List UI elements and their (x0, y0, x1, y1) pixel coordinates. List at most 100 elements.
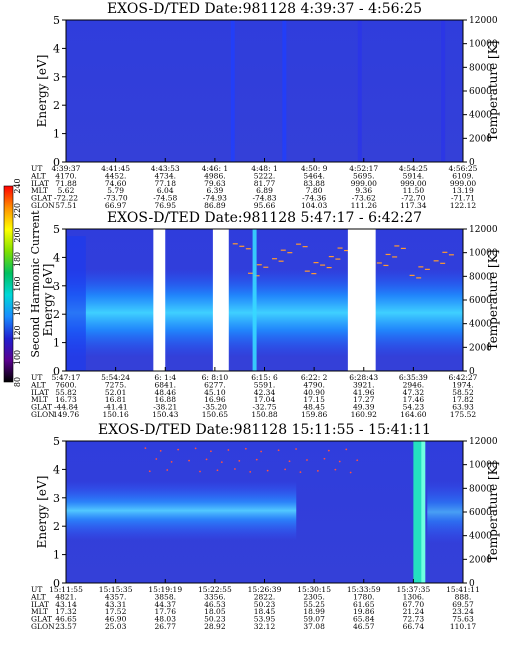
x-table-cell: 48.46 (155, 388, 177, 397)
x-table-cell: 150.43 (152, 410, 178, 419)
x-table-cell: 6.39 (207, 186, 224, 195)
sample-mark (238, 460, 241, 462)
x-table-cell: 999.00 (351, 179, 377, 188)
sample-mark (232, 243, 238, 245)
x-table-cell: 5914. (403, 171, 424, 180)
x-table-cell: 4:41:45 (101, 164, 130, 173)
row-label: ALT (30, 380, 46, 389)
y2-tick-label: 8000 (469, 63, 492, 73)
x-table-cell: 16.88 (155, 395, 177, 404)
colorbar-scale (3, 185, 14, 383)
x-table-cell: 175.52 (450, 410, 476, 419)
x-table-cell: 48.03 (155, 615, 177, 624)
x-table-cell: 6:35:39 (399, 373, 428, 382)
x-table-cell: 21.24 (403, 607, 425, 616)
colorbar-tick-label: 80 (13, 377, 22, 387)
sample-mark (328, 255, 334, 258)
x-table-cell: 18.99 (303, 607, 325, 616)
x-table-cell: 4170. (55, 171, 76, 180)
x-table-cell: 17.76 (155, 607, 177, 616)
x-table-cell: 6:42:27 (449, 373, 478, 382)
sample-mark (210, 450, 212, 453)
sample-mark (188, 459, 190, 462)
x-table-cell: 13.19 (452, 186, 474, 195)
sample-mark (216, 469, 219, 472)
x-table-cell: 4:56:25 (449, 164, 478, 173)
x-table-cell: 65.84 (353, 615, 375, 624)
x-table-cell: 7600. (55, 380, 76, 389)
x-table-cell: 17.27 (353, 395, 375, 404)
sample-mark (400, 247, 406, 250)
y-tick-label: 4 (53, 463, 60, 476)
x-table-cell: 2822. (254, 592, 275, 601)
x-table-cell: -38.21 (153, 403, 177, 412)
colorbar-tick-label: 180 (13, 252, 22, 267)
sample-mark (327, 449, 330, 452)
x-table-cell: 50.23 (204, 615, 226, 624)
colorbar: 80 100 120 140 160 180 200 220 240 Second Harmoni… (3, 178, 42, 387)
y-tick-label: 2 (53, 520, 60, 533)
sample-mark (155, 458, 158, 460)
sample-mark (144, 447, 147, 449)
x-table-cell: 4790. (303, 380, 324, 389)
sample-mark (266, 469, 269, 472)
sample-mark (334, 468, 337, 471)
y-tick-label: 5 (53, 14, 60, 27)
x-table-cell: 15:11:55 (49, 585, 83, 594)
sample-mark (302, 246, 308, 248)
x-table-cell: 83.88 (303, 179, 325, 188)
x-table-cell: 888. (455, 592, 472, 601)
y2-tick-label: 6000 (469, 508, 492, 518)
x-table-cell: 5591. (254, 380, 275, 389)
panel-title: EXOS-D/TED Date:981128 5:47:17 - 6:42:27 (107, 210, 422, 226)
x-table-cell: 71.88 (55, 179, 77, 188)
y-tick-label: 3 (53, 492, 60, 505)
sample-mark (338, 460, 341, 463)
x-table-cell: 6109. (452, 171, 473, 180)
x-table-cell: 4:50: 9 (301, 164, 328, 173)
sample-mark (409, 274, 415, 276)
y2-tick-label: 12000 (469, 16, 498, 26)
sample-mark (392, 256, 398, 258)
x-table-cell: 4:52:17 (349, 164, 378, 173)
x-table-cell: 4:39:37 (52, 164, 81, 173)
sample-mark (326, 266, 332, 269)
y2-tick-label: 4000 (469, 111, 492, 121)
y-tick-label: 1 (53, 128, 60, 141)
x-table-cell: 6:28:43 (349, 373, 378, 382)
sample-mark (433, 260, 439, 262)
sample-mark (304, 270, 310, 272)
sample-mark (227, 449, 230, 451)
x-table-cell: 6: 1:4 (154, 373, 176, 382)
x-table-cell: 50.23 (254, 600, 276, 609)
x-table-cell: 54.23 (403, 403, 425, 412)
x-table-cell: 4:48: 1 (251, 164, 278, 173)
y2-tick-label: 6000 (469, 87, 492, 97)
sample-mark (249, 470, 252, 473)
x-table-cell: 4:46: 1 (202, 164, 229, 173)
sample-mark (278, 260, 284, 262)
x-table-cell: 15:30:15 (297, 585, 331, 594)
x-table-cell: 150.16 (103, 410, 129, 419)
x-table-cell: 5:47:17 (52, 373, 81, 382)
x-table-cell: 18.05 (204, 607, 226, 616)
x-table-cell: 75.63 (452, 615, 474, 624)
row-label: GLON (31, 201, 55, 210)
y2-tick-label: 2000 (469, 555, 492, 565)
sample-mark (255, 458, 258, 461)
sample-mark (323, 457, 326, 460)
row-label: MLT (31, 186, 48, 195)
x-table-cell: 1306. (403, 592, 424, 601)
data-gap (347, 229, 376, 371)
x-table-cell: 69.57 (452, 600, 474, 609)
row-label: UT (31, 164, 42, 173)
y-axis-label: Energy [eV] (41, 264, 55, 337)
x-table-cell: 26.77 (155, 622, 177, 631)
y2-tick-label: 4000 (469, 320, 492, 330)
y2-tick-label: 8000 (469, 484, 492, 494)
sample-mark (260, 450, 263, 453)
x-table-cell: 16.81 (105, 395, 126, 404)
row-label: MLT (31, 607, 48, 616)
sample-mark (345, 448, 348, 451)
sample-mark (394, 245, 400, 247)
